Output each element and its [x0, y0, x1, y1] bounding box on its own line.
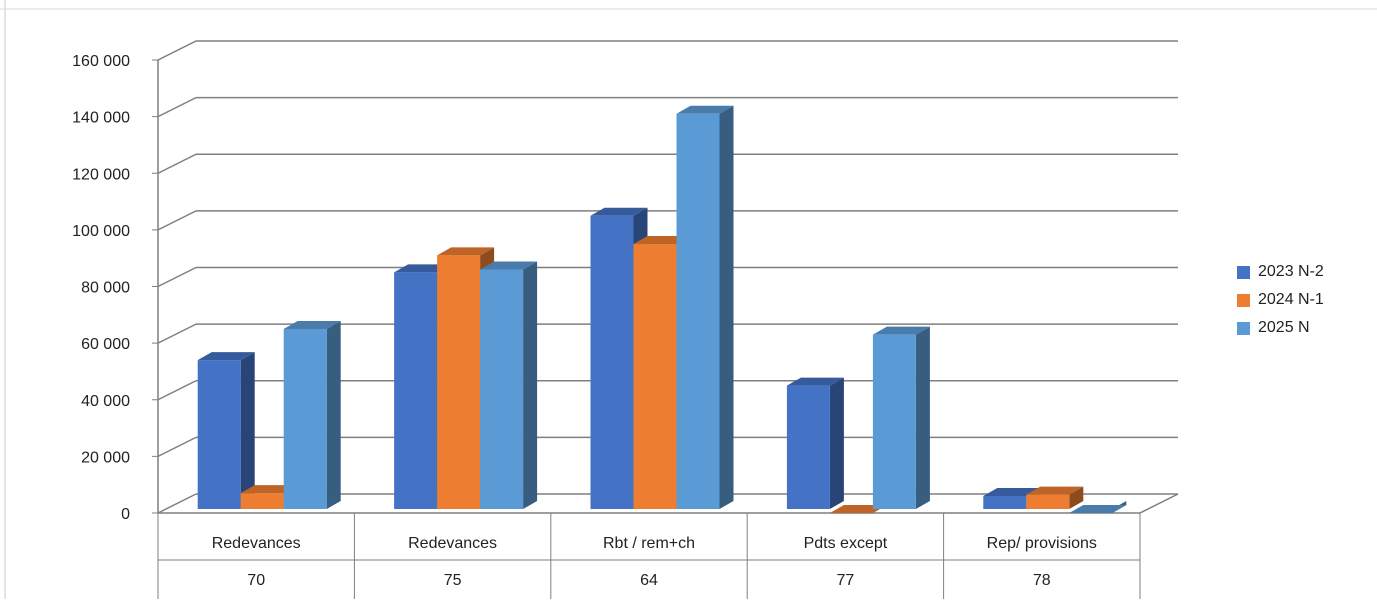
gridline-depth [157, 380, 197, 401]
legend-item-series-1: 2023 N-2 [1237, 258, 1367, 286]
bar-series-1 [394, 272, 438, 509]
y-tick-label: 0 [121, 506, 130, 523]
y-tick-label: 80 000 [81, 280, 130, 297]
category-label: Redevances [408, 535, 497, 552]
category-code-label: 77 [837, 572, 855, 589]
bar-top-series-1 [197, 352, 255, 361]
category-code-label: 78 [1033, 572, 1051, 589]
bar-series-1 [786, 385, 830, 509]
gridline-depth [157, 266, 197, 288]
bar-side-series-3 [523, 261, 538, 509]
gridline-depth [157, 153, 197, 174]
bar-side-series-3 [719, 105, 734, 509]
y-tick-label: 140 000 [72, 110, 130, 127]
category-label: Rep/ provisions [987, 535, 1097, 552]
gridline-depth [157, 493, 197, 514]
legend-swatch-series-3 [1237, 321, 1250, 335]
category-code-label: 75 [444, 572, 462, 589]
bar-series-2 [633, 244, 677, 509]
bar-series-3 [480, 269, 524, 509]
category-code-label: 70 [247, 572, 265, 589]
bar-top-series-1 [590, 207, 648, 216]
bar-top-series-2 [633, 236, 691, 245]
bar-series-3 [283, 328, 327, 509]
bar-series-1 [983, 496, 1027, 509]
bar-top-series-3 [676, 105, 734, 114]
bar-top-series-1 [786, 377, 844, 386]
bar-series-3 [676, 113, 720, 509]
gridline-depth [157, 323, 197, 344]
category-label: Redevances [212, 535, 301, 552]
bar-side-series-1 [829, 377, 844, 509]
legend-label-series-1: 2023 N-2 [1258, 263, 1324, 280]
bar-side-series-1 [240, 352, 255, 509]
category-code-label: 64 [640, 572, 658, 589]
bar-series-1 [590, 215, 634, 509]
legend-label-series-2: 2024 N-1 [1258, 291, 1324, 308]
bar-series-2 [1026, 494, 1070, 509]
bar-top-series-3 [1069, 505, 1127, 513]
bar-top-series-2 [437, 247, 495, 256]
bar-side-series-3 [915, 326, 930, 509]
legend-swatch-series-1 [1237, 265, 1250, 279]
gridline-depth [157, 210, 197, 231]
legend-item-series-3: 2025 N [1237, 314, 1367, 342]
y-tick-label: 40 000 [81, 393, 130, 410]
legend-label-series-3: 2025 N [1258, 319, 1310, 336]
gridline-depth [157, 40, 197, 61]
bar-side-series-2 [1069, 486, 1084, 509]
category-label: Pdts except [804, 535, 888, 552]
bar-top-series-2 [829, 505, 887, 513]
bar-top-series-1 [394, 264, 452, 273]
bar-top-series-2 [240, 485, 298, 494]
category-label: Rbt / rem+ch [603, 535, 695, 552]
bar-series-1 [197, 360, 241, 509]
bar-series-2 [437, 255, 481, 509]
gridline-depth [157, 436, 197, 458]
bar-top-series-3 [872, 326, 930, 335]
y-tick-label: 120 000 [72, 166, 130, 183]
bar-top-series-2 [1026, 486, 1084, 495]
y-tick-label: 60 000 [81, 336, 130, 353]
chart-legend: 2023 N-2 2024 N-1 2025 N [1237, 258, 1367, 342]
y-tick-label: 100 000 [72, 223, 130, 240]
bar-side-series-3 [326, 320, 341, 509]
legend-item-series-2: 2024 N-1 [1237, 286, 1367, 314]
y-tick-label: 20 000 [81, 449, 130, 466]
y-tick-label: 160 000 [72, 53, 130, 70]
bar-series-2 [240, 493, 284, 509]
bar-top-series-1 [983, 488, 1041, 497]
bar-top-series-3 [283, 320, 341, 329]
gridline-depth [157, 96, 197, 118]
bar-series-3 [872, 334, 916, 509]
legend-swatch-series-2 [1237, 293, 1250, 307]
floor-right-edge [1139, 493, 1179, 514]
bar-top-series-3 [480, 261, 538, 270]
